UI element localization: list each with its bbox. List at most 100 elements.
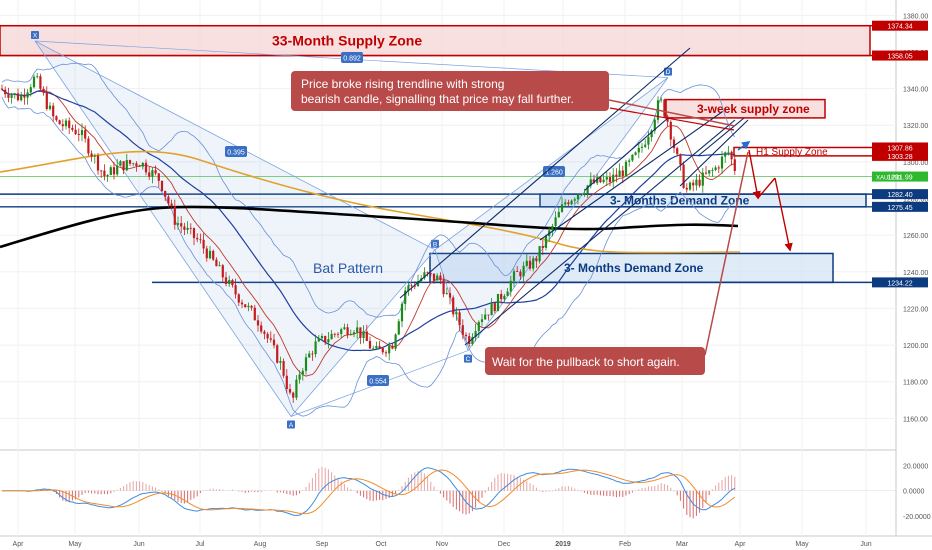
candle-body — [13, 93, 16, 96]
candle-body — [272, 339, 276, 346]
candle-body — [410, 285, 413, 287]
y-tick-label: 1320.00 — [903, 123, 928, 130]
candle-body — [381, 348, 384, 353]
candle-body — [429, 273, 432, 274]
candle-body — [461, 325, 464, 335]
pattern-ratio-label: 0.395 — [227, 150, 245, 157]
x-tick-label: Mar — [676, 541, 689, 548]
candle-body — [535, 258, 538, 262]
annotation-pointer — [704, 151, 749, 356]
pattern-ratio-label: 0.892 — [343, 56, 361, 63]
trend-line — [464, 119, 736, 346]
candle-body — [644, 144, 647, 147]
candle-body — [276, 345, 279, 363]
candle-body — [388, 345, 391, 354]
x-tick-label: Aug — [254, 541, 267, 548]
candle-body — [253, 307, 256, 321]
price-tag-label: 1358.05 — [887, 54, 912, 61]
candle-body — [368, 340, 372, 349]
candle-body — [192, 228, 196, 238]
candle-body — [503, 295, 506, 300]
candle-body — [116, 165, 119, 175]
candle-body — [634, 152, 637, 155]
candle-body — [608, 177, 612, 183]
candle-body — [138, 165, 141, 167]
candle-body — [615, 174, 618, 177]
candle-body — [84, 130, 87, 139]
candle-body — [436, 275, 439, 281]
price-tag — [872, 150, 928, 161]
projection-arrow — [737, 141, 751, 151]
x-tick-label: Jun — [133, 541, 144, 548]
candle-body — [157, 173, 160, 181]
candle-body — [538, 246, 541, 262]
candle-body — [647, 137, 650, 145]
candle-body — [375, 346, 378, 349]
zone-label: H1 Supply Zone — [756, 147, 828, 158]
candle-body — [74, 129, 77, 135]
candle-body — [564, 202, 567, 205]
candle-body — [519, 271, 522, 277]
annotation-box — [485, 347, 705, 375]
pattern-ratio-badge — [341, 52, 363, 63]
bollinger-upper — [1, 62, 736, 318]
zone-label: 3-week supply zone — [697, 102, 810, 116]
candle-body — [279, 360, 282, 363]
candle-body — [714, 167, 717, 171]
osc-tick-label: -20.0000 — [903, 514, 931, 521]
osc-tick-label: 0.0000 — [903, 489, 925, 496]
candle-body — [167, 196, 170, 204]
candle-body — [144, 162, 148, 173]
candle-body — [589, 179, 592, 186]
candle-body — [20, 95, 23, 101]
candle-body — [215, 259, 218, 267]
candle-body — [282, 360, 285, 376]
candle-body — [100, 170, 103, 172]
zone-box — [429, 252, 834, 284]
candle-body — [676, 148, 679, 155]
candle-body — [170, 203, 173, 207]
price-tag-label: 1275.45 — [887, 205, 912, 212]
candle-body — [493, 302, 496, 312]
pattern-ratio-badge — [225, 146, 247, 157]
candle-body — [407, 285, 410, 291]
candle-body — [682, 164, 685, 188]
candle-body — [480, 319, 484, 322]
candle-body — [439, 275, 442, 281]
candle-body — [26, 92, 29, 98]
candle-body — [32, 76, 36, 88]
candle-body — [532, 258, 535, 269]
candle-body — [333, 333, 336, 335]
annotation-text: Wait for the pullback to short again. — [492, 355, 680, 369]
candle-body — [628, 160, 631, 162]
candle-body — [685, 187, 688, 190]
candle-body — [471, 336, 474, 345]
candle-body — [384, 352, 388, 354]
candle-body — [618, 170, 621, 177]
candle-body — [55, 116, 58, 121]
candle-body — [576, 194, 580, 200]
candle-body — [164, 190, 167, 197]
candle-body — [663, 99, 666, 117]
pattern-name: Bat Pattern — [313, 260, 383, 276]
y-tick-label: 1260.00 — [903, 233, 928, 240]
candle-body — [541, 246, 544, 248]
candle-body — [679, 154, 682, 165]
x-tick-label: Dec — [498, 541, 511, 548]
x-tick-label: Jul — [196, 541, 205, 548]
candle-body — [378, 346, 381, 349]
candle-body — [490, 302, 493, 316]
candle-body — [560, 204, 564, 212]
candle-body — [720, 156, 724, 169]
candle-body — [288, 389, 292, 393]
candle-body — [314, 341, 317, 355]
pattern-point-label: B — [433, 241, 437, 248]
pattern-point-marker — [31, 30, 39, 39]
candle-body — [208, 250, 212, 259]
candle-body — [64, 120, 68, 127]
candle-body — [474, 331, 477, 337]
osc-macd-line — [2, 467, 736, 517]
x-tick-label: Jun — [860, 541, 871, 548]
zone-label: 3- Months Demand Zone — [610, 194, 750, 208]
